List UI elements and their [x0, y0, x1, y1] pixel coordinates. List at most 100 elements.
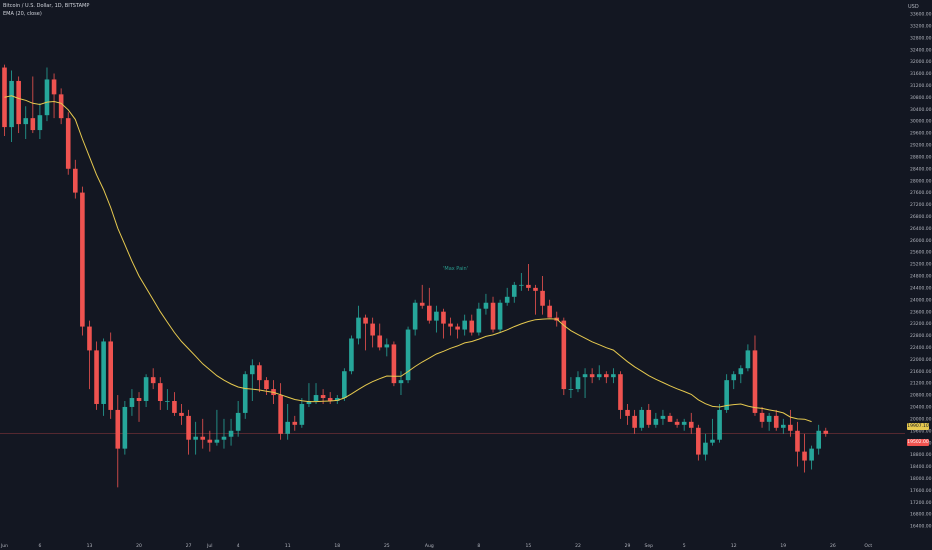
- candle[interactable]: [292, 415, 298, 431]
- candle[interactable]: [214, 409, 220, 446]
- candle[interactable]: [264, 377, 269, 396]
- candle[interactable]: [342, 368, 347, 401]
- candle[interactable]: [157, 377, 163, 410]
- candle[interactable]: [2, 64, 7, 137]
- candle[interactable]: [108, 332, 113, 419]
- candle[interactable]: [823, 427, 829, 437]
- candle[interactable]: [143, 374, 149, 407]
- candle[interactable]: [299, 398, 305, 428]
- candle[interactable]: [250, 359, 255, 401]
- candle[interactable]: [625, 403, 630, 425]
- candle[interactable]: [16, 76, 21, 134]
- candle[interactable]: [51, 73, 57, 119]
- candle[interactable]: [809, 445, 814, 470]
- candle[interactable]: [327, 392, 333, 404]
- candle[interactable]: [80, 186, 85, 336]
- candle[interactable]: [412, 299, 418, 336]
- price-axis[interactable]: 33600.00 33200.00 32800.00 32400.00 32000.00…: [910, 12, 932, 530]
- candle[interactable]: [533, 284, 538, 315]
- candle[interactable]: [738, 365, 744, 384]
- candle[interactable]: [660, 409, 666, 425]
- candle[interactable]: [186, 409, 191, 455]
- candle[interactable]: [193, 421, 198, 455]
- candle[interactable]: [724, 374, 729, 413]
- candle[interactable]: [65, 112, 71, 175]
- candle[interactable]: [334, 395, 340, 404]
- candle[interactable]: [235, 401, 241, 437]
- candle[interactable]: [349, 335, 354, 375]
- candle[interactable]: [221, 418, 227, 449]
- candle[interactable]: [731, 371, 737, 390]
- candle[interactable]: [23, 106, 29, 139]
- candle[interactable]: [405, 326, 411, 384]
- candle[interactable]: [73, 159, 78, 199]
- candle[interactable]: [377, 323, 383, 351]
- candle[interactable]: [30, 76, 36, 134]
- candle[interactable]: [688, 412, 694, 434]
- candle[interactable]: [519, 272, 524, 291]
- candle[interactable]: [370, 317, 375, 348]
- candle[interactable]: [448, 317, 453, 336]
- candle[interactable]: [363, 314, 368, 351]
- candle[interactable]: [306, 383, 312, 407]
- candle[interactable]: [795, 421, 800, 467]
- candle[interactable]: [674, 418, 680, 428]
- candle[interactable]: [434, 305, 439, 333]
- candle[interactable]: [816, 424, 821, 455]
- candle[interactable]: [427, 287, 432, 324]
- candle[interactable]: [313, 383, 319, 404]
- candle[interactable]: [582, 368, 588, 399]
- candle[interactable]: [483, 293, 489, 315]
- candle[interactable]: [540, 275, 545, 315]
- candle[interactable]: [37, 103, 43, 139]
- candle[interactable]: [696, 424, 701, 461]
- candle[interactable]: [441, 308, 446, 339]
- candle[interactable]: [717, 403, 722, 443]
- candle[interactable]: [44, 67, 50, 122]
- candle[interactable]: [646, 403, 652, 428]
- candle[interactable]: [504, 287, 510, 306]
- candle[interactable]: [94, 341, 99, 410]
- ema-indicator-label[interactable]: EMA (20, close): [3, 11, 42, 17]
- candle[interactable]: [611, 368, 616, 384]
- candle[interactable]: [257, 362, 262, 393]
- candle[interactable]: [589, 368, 595, 384]
- symbol-title[interactable]: Bitcoin / U.S. Dollar, 1D, BITSTAMP: [3, 3, 90, 9]
- candle[interactable]: [136, 392, 142, 422]
- candle[interactable]: [9, 70, 14, 142]
- time-axis[interactable]: Jun 6 13 20 27 Jul 4 11 18 25 Aug 8 15 22 29 Sep 5 12 19 26…: [0, 543, 872, 549]
- candle[interactable]: [115, 395, 121, 488]
- candle[interactable]: [207, 430, 213, 452]
- candle[interactable]: [681, 418, 687, 431]
- candle[interactable]: [129, 389, 135, 416]
- candle[interactable]: [596, 365, 602, 381]
- candle[interactable]: [745, 344, 751, 372]
- candle[interactable]: [766, 412, 772, 431]
- candle[interactable]: [632, 409, 637, 434]
- candle[interactable]: [285, 403, 290, 440]
- candle[interactable]: [526, 264, 531, 291]
- candle[interactable]: [788, 409, 793, 437]
- candle[interactable]: [710, 418, 715, 446]
- candle[interactable]: [165, 389, 170, 410]
- candle[interactable]: [497, 299, 503, 333]
- candle[interactable]: [703, 433, 708, 461]
- candle[interactable]: [179, 403, 184, 425]
- candle[interactable]: [773, 409, 779, 431]
- candle[interactable]: [547, 299, 552, 318]
- candle[interactable]: [200, 418, 206, 449]
- candle[interactable]: [278, 383, 283, 440]
- candle[interactable]: [618, 371, 623, 419]
- candle[interactable]: [391, 341, 397, 387]
- candle[interactable]: [639, 406, 644, 431]
- candle[interactable]: [242, 371, 248, 419]
- candle[interactable]: [653, 412, 659, 428]
- candle[interactable]: [469, 314, 475, 336]
- candle[interactable]: [511, 281, 517, 303]
- candle[interactable]: [781, 418, 786, 434]
- candle[interactable]: [419, 284, 425, 309]
- candle[interactable]: [561, 317, 567, 396]
- candle[interactable]: [150, 368, 156, 390]
